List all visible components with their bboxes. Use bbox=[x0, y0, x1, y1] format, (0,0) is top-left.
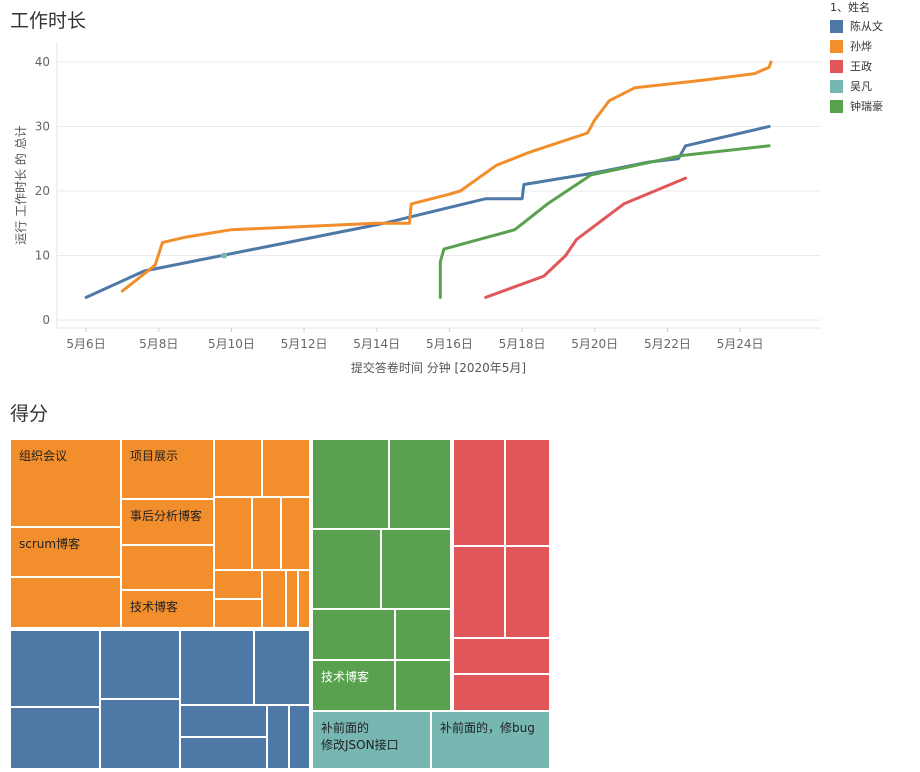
treemap-tile[interactable]: 补前面的 修改JSON接口 bbox=[312, 711, 431, 769]
treemap-tile[interactable] bbox=[453, 439, 505, 546]
legend-label: 钟瑞豪 bbox=[850, 100, 883, 113]
x-tick-label: 5月20日 bbox=[571, 337, 618, 351]
treemap-tile[interactable]: 事后分析博客 bbox=[121, 499, 214, 545]
series-line-2 bbox=[484, 176, 688, 299]
treemap-tile[interactable] bbox=[10, 707, 100, 769]
treemap-tile[interactable] bbox=[453, 674, 550, 711]
treemap-tile[interactable] bbox=[214, 497, 252, 570]
treemap-tile[interactable] bbox=[453, 546, 505, 638]
treemap-tile[interactable] bbox=[100, 630, 180, 699]
legend-title: 1、姓名 bbox=[830, 1, 870, 14]
treemap-tile[interactable] bbox=[262, 439, 310, 497]
y-tick-label: 0 bbox=[42, 313, 50, 327]
x-axis-label: 提交答卷时间 分钟 [2020年5月] bbox=[351, 360, 526, 375]
treemap-tile-label: 项目展示 bbox=[130, 449, 179, 463]
legend-swatch bbox=[830, 19, 843, 33]
treemap-title: 得分 bbox=[10, 403, 49, 425]
legend-swatch bbox=[830, 79, 843, 93]
legend-item[interactable]: 钟瑞豪 bbox=[830, 96, 883, 116]
treemap-tile[interactable] bbox=[289, 705, 310, 769]
x-tick-label: 5月14日 bbox=[353, 337, 400, 351]
treemap-tile-label: 技术博客 bbox=[130, 600, 179, 614]
treemap-tile[interactable]: 项目展示 bbox=[121, 439, 214, 499]
treemap-tile[interactable] bbox=[10, 577, 121, 628]
treemap-tile[interactable]: scrum博客 bbox=[10, 527, 121, 577]
treemap-tile[interactable] bbox=[100, 699, 180, 769]
treemap-tile[interactable] bbox=[252, 497, 281, 570]
treemap-tile-label: scrum博客 bbox=[19, 537, 81, 551]
legend-label: 陈从文 bbox=[850, 20, 883, 33]
y-tick-label: 30 bbox=[35, 120, 50, 134]
treemap-tile[interactable] bbox=[254, 630, 310, 705]
x-tick-label: 5月22日 bbox=[644, 337, 691, 351]
treemap-tile[interactable] bbox=[395, 609, 451, 660]
x-tick-label: 5月10日 bbox=[208, 337, 255, 351]
legend-label: 王政 bbox=[850, 60, 872, 73]
legend-label: 孙烨 bbox=[850, 40, 872, 53]
x-tick-label: 5月18日 bbox=[499, 337, 546, 351]
treemap-tile[interactable] bbox=[453, 638, 550, 674]
treemap-tile[interactable]: 补前面的，修bug bbox=[431, 711, 550, 769]
treemap-tile[interactable] bbox=[389, 439, 451, 529]
treemap-tile-label: 组织会议 bbox=[19, 449, 68, 463]
treemap-tile[interactable] bbox=[180, 630, 254, 705]
treemap-tile[interactable] bbox=[262, 570, 286, 628]
x-tick-label: 5月12日 bbox=[281, 337, 328, 351]
legend-item[interactable]: 王政 bbox=[830, 56, 883, 76]
y-tick-label: 20 bbox=[35, 184, 50, 198]
legend: 1、姓名 陈从文孙烨王政吴凡钟瑞豪 bbox=[830, 0, 883, 116]
treemap-tile[interactable] bbox=[395, 660, 451, 711]
treemap-tile[interactable]: 技术博客 bbox=[121, 590, 214, 628]
treemap-tile-label: 补前面的 修改JSON接口 bbox=[321, 721, 399, 752]
series-line-4 bbox=[438, 144, 771, 299]
y-tick-label: 40 bbox=[35, 55, 50, 69]
legend-label: 吴凡 bbox=[850, 80, 872, 93]
treemap-tile[interactable] bbox=[180, 737, 267, 769]
treemap-tile[interactable] bbox=[180, 705, 267, 737]
treemap-tile[interactable] bbox=[214, 439, 262, 497]
treemap-tile-label: 事后分析博客 bbox=[130, 509, 203, 523]
treemap-tile-label: 技术博客 bbox=[321, 670, 370, 684]
series-line-1 bbox=[120, 60, 773, 293]
treemap-tile[interactable] bbox=[505, 439, 550, 546]
treemap-tile[interactable] bbox=[312, 609, 395, 660]
y-axis-label: 运行 工作时长 的 总计 bbox=[13, 125, 28, 244]
treemap-tile[interactable] bbox=[281, 497, 310, 570]
treemap-tile[interactable] bbox=[381, 529, 451, 609]
legend-item[interactable]: 孙烨 bbox=[830, 36, 883, 56]
treemap-tile[interactable] bbox=[10, 630, 100, 707]
y-tick-label: 10 bbox=[35, 249, 50, 263]
line-chart: 0 10 20 30 40 5月6日 5月8日 5月10日 5月12日 5月14日 5月16日 5月1… bbox=[13, 42, 820, 375]
treemap-tile[interactable] bbox=[312, 439, 389, 529]
x-tick-label: 5月6日 bbox=[66, 337, 105, 351]
x-tick-label: 5月24日 bbox=[717, 337, 764, 351]
series-point-3 bbox=[221, 252, 228, 259]
treemap-tile-label: 补前面的，修bug bbox=[440, 721, 535, 735]
treemap-tile[interactable] bbox=[312, 529, 381, 609]
series-line-0 bbox=[84, 125, 771, 299]
treemap-tile[interactable]: 技术博客 bbox=[312, 660, 395, 711]
legend-swatch bbox=[830, 39, 843, 53]
legend-item[interactable]: 陈从文 bbox=[830, 16, 883, 36]
treemap-tile[interactable] bbox=[505, 546, 550, 638]
legend-item[interactable]: 吴凡 bbox=[830, 76, 883, 96]
treemap-tile[interactable] bbox=[214, 599, 262, 628]
treemap-tile[interactable] bbox=[267, 705, 289, 769]
treemap-tile[interactable] bbox=[121, 545, 214, 590]
legend-swatch bbox=[830, 99, 843, 113]
x-tick-label: 5月8日 bbox=[139, 337, 178, 351]
legend-items: 陈从文孙烨王政吴凡钟瑞豪 bbox=[830, 16, 883, 116]
legend-swatch bbox=[830, 59, 843, 73]
treemap-tile[interactable]: 组织会议 bbox=[10, 439, 121, 527]
line-chart-title: 工作时长 bbox=[10, 10, 87, 32]
treemap-tile[interactable] bbox=[286, 570, 298, 628]
treemap-tile[interactable] bbox=[214, 570, 262, 599]
x-tick-label: 5月16日 bbox=[426, 337, 473, 351]
treemap-tile[interactable] bbox=[298, 570, 310, 628]
